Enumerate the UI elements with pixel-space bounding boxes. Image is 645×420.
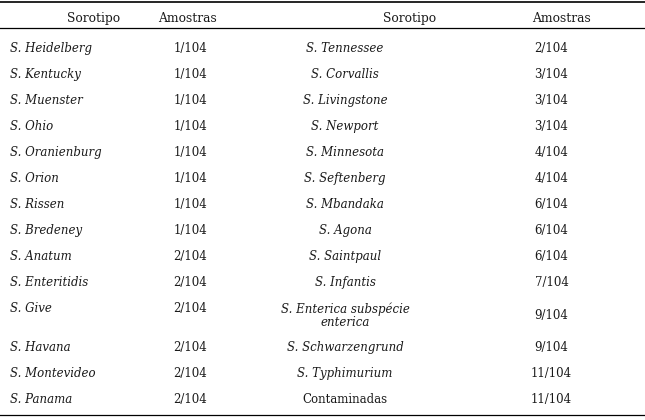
Text: S. Agona: S. Agona xyxy=(319,224,372,237)
Text: S. Oranienburg: S. Oranienburg xyxy=(10,146,101,159)
Text: S. Heidelberg: S. Heidelberg xyxy=(10,42,92,55)
Text: S. Infantis: S. Infantis xyxy=(315,276,375,289)
Text: 3/104: 3/104 xyxy=(535,120,568,133)
Text: 3/104: 3/104 xyxy=(535,94,568,107)
Text: 9/104: 9/104 xyxy=(535,309,568,322)
Text: 2/104: 2/104 xyxy=(174,276,207,289)
Text: S. Minnesota: S. Minnesota xyxy=(306,146,384,159)
Text: 4/104: 4/104 xyxy=(535,146,568,159)
Text: 1/104: 1/104 xyxy=(174,198,207,211)
Text: 4/104: 4/104 xyxy=(535,172,568,185)
Text: Amostras: Amostras xyxy=(157,12,217,25)
Text: S. Typhimurium: S. Typhimurium xyxy=(297,367,393,380)
Text: 1/104: 1/104 xyxy=(174,146,207,159)
Text: 3/104: 3/104 xyxy=(535,68,568,81)
Text: 2/104: 2/104 xyxy=(174,302,207,315)
Text: S. Enteritidis: S. Enteritidis xyxy=(10,276,88,289)
Text: S. Saintpaul: S. Saintpaul xyxy=(309,250,381,263)
Text: 11/104: 11/104 xyxy=(531,367,572,380)
Text: 2/104: 2/104 xyxy=(535,42,568,55)
Text: Amostras: Amostras xyxy=(531,12,591,25)
Text: S. Montevideo: S. Montevideo xyxy=(10,367,95,380)
Text: 1/104: 1/104 xyxy=(174,42,207,55)
Text: S. Bredeney: S. Bredeney xyxy=(10,224,82,237)
Text: 6/104: 6/104 xyxy=(535,198,568,211)
Text: S. Corvallis: S. Corvallis xyxy=(311,68,379,81)
Text: S. Give: S. Give xyxy=(10,302,52,315)
Text: S. Panama: S. Panama xyxy=(10,393,72,406)
Text: S. Livingstone: S. Livingstone xyxy=(303,94,388,107)
Text: S. Ohio: S. Ohio xyxy=(10,120,53,133)
Text: S. Mbandaka: S. Mbandaka xyxy=(306,198,384,211)
Text: Contaminadas: Contaminadas xyxy=(303,393,388,406)
Text: S. Muenster: S. Muenster xyxy=(10,94,83,107)
Text: 2/104: 2/104 xyxy=(174,367,207,380)
Text: 9/104: 9/104 xyxy=(535,341,568,354)
Text: S. Kentucky: S. Kentucky xyxy=(10,68,81,81)
Text: S. Anatum: S. Anatum xyxy=(10,250,72,263)
Text: 6/104: 6/104 xyxy=(535,224,568,237)
Text: 2/104: 2/104 xyxy=(174,341,207,354)
Text: Sorotipo: Sorotipo xyxy=(67,12,120,25)
Text: S. Seftenberg: S. Seftenberg xyxy=(304,172,386,185)
Text: enterica: enterica xyxy=(321,316,370,329)
Text: 6/104: 6/104 xyxy=(535,250,568,263)
Text: 7/104: 7/104 xyxy=(535,276,568,289)
Text: 1/104: 1/104 xyxy=(174,120,207,133)
Text: S. Tennessee: S. Tennessee xyxy=(306,42,384,55)
Text: 1/104: 1/104 xyxy=(174,224,207,237)
Text: 2/104: 2/104 xyxy=(174,250,207,263)
Text: S. Schwarzengrund: S. Schwarzengrund xyxy=(286,341,404,354)
Text: 11/104: 11/104 xyxy=(531,393,572,406)
Text: 2/104: 2/104 xyxy=(174,393,207,406)
Text: 1/104: 1/104 xyxy=(174,68,207,81)
Text: 1/104: 1/104 xyxy=(174,172,207,185)
Text: Sorotipo: Sorotipo xyxy=(383,12,436,25)
Text: S. Rissen: S. Rissen xyxy=(10,198,64,211)
Text: S. Enterica subspécie: S. Enterica subspécie xyxy=(281,302,410,315)
Text: S. Havana: S. Havana xyxy=(10,341,70,354)
Text: S. Orion: S. Orion xyxy=(10,172,59,185)
Text: S. Newport: S. Newport xyxy=(312,120,379,133)
Text: 1/104: 1/104 xyxy=(174,94,207,107)
